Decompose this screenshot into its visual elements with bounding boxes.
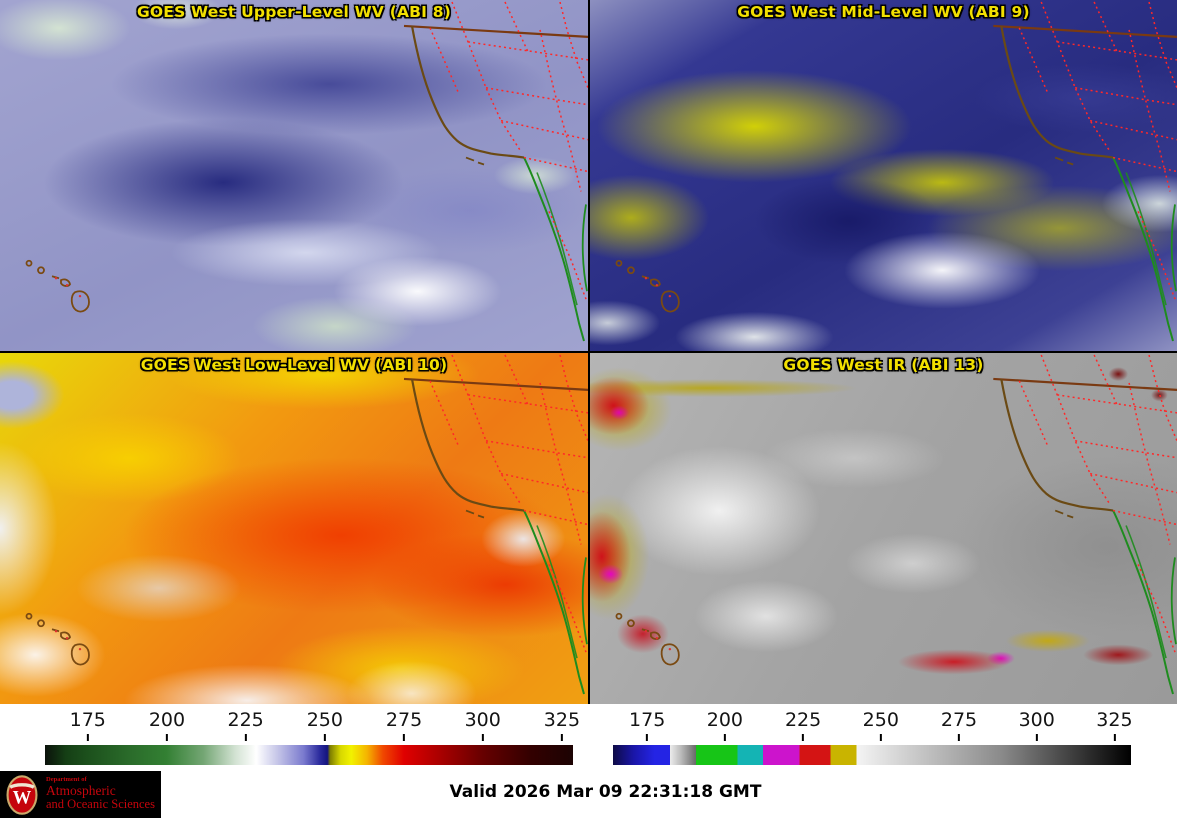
colorbar-tick: 200 <box>149 710 185 741</box>
colorbar-tick-mark <box>481 733 484 741</box>
colorbar-tick: 250 <box>307 710 343 741</box>
ir-colorbar: 175 200 225 250 275 300 325 <box>613 709 1133 766</box>
panel-upper-level-wv-abi8: GOES West Upper-Level WV (ABI 8) <box>0 0 588 351</box>
colorbar-tick-mark <box>879 733 882 741</box>
logo-dept-line: Department of <box>46 776 87 784</box>
colorbar-tick-label: 275 <box>940 709 978 731</box>
panel-low-level-wv-abi10: GOES West Low-Level WV (ABI 10) <box>0 353 588 704</box>
colorbar-tick-label: 175 <box>629 709 666 731</box>
map-overlay <box>615 0 1177 343</box>
valid-timestamp: Valid 2026 Mar 09 22:31:18 GMT <box>449 782 762 802</box>
panel-ir-abi13: GOES West IR (ABI 13) <box>590 353 1177 704</box>
colorbar-tick-label: 225 <box>784 709 822 731</box>
logo-name-line2: and Oceanic Sciences <box>46 797 155 812</box>
colorbar-tick-mark <box>1113 733 1116 741</box>
colorbar-tick: 275 <box>941 710 977 741</box>
panel-title-abi13: GOES West IR (ABI 13) <box>783 356 984 374</box>
colorbar-tick-mark <box>958 733 961 741</box>
colorbar-tick: 275 <box>386 710 422 741</box>
ir-colorbar-gradient <box>613 745 1131 765</box>
colorbar-tick-mark <box>1035 733 1038 741</box>
colorbar-tick-mark <box>244 733 247 741</box>
colorbar-tick-mark <box>86 733 89 741</box>
colorbar-tick-label: 275 <box>385 709 423 731</box>
colorbar-tick-mark <box>723 733 726 741</box>
colorbar-tick-label: 300 <box>464 709 501 731</box>
colorbar-tick-label: 325 <box>1096 709 1133 731</box>
colorbar-tick: 200 <box>707 710 743 741</box>
colorbar-tick: 175 <box>70 710 106 741</box>
map-overlay <box>615 353 1177 696</box>
colorbar-tick: 325 <box>1096 709 1133 741</box>
colorbar-tick: 225 <box>227 709 264 741</box>
colorbar-tick-mark <box>646 733 649 741</box>
colorbar-tick-mark <box>560 733 563 741</box>
panel-mid-level-wv-abi9: GOES West Mid-Level WV (ABI 9) <box>590 0 1177 351</box>
colorbar-tick: 300 <box>1019 710 1055 741</box>
colorbar-tick-row: 175 200 225 250 275 300 325 <box>613 709 1133 745</box>
panel-title-abi10: GOES West Low-Level WV (ABI 10) <box>140 356 448 374</box>
footer: W Department of Atmospheric and Oceanic … <box>0 768 1177 820</box>
panel-title-abi9: GOES West Mid-Level WV (ABI 9) <box>737 3 1030 21</box>
colorbar-tick: 325 <box>544 710 580 741</box>
colorbar-tick: 250 <box>863 710 899 741</box>
panel-grid: GOES West Upper-Level WV (ABI 8) GOES We… <box>0 0 1177 704</box>
colorbar-tick-mark <box>403 733 406 741</box>
satellite-image-ir <box>590 353 1177 704</box>
colorbar-tick-label: 200 <box>148 709 186 731</box>
satellite-image-mid-wv <box>590 0 1177 351</box>
logo-name-line1: Atmospheric <box>46 783 116 799</box>
colorbar-tick-mark <box>802 733 805 741</box>
colorbar-tick-label: 225 <box>227 709 264 731</box>
water-vapor-colorbar-gradient <box>45 745 573 765</box>
colorbar-strip: 175 200 225 250 275 300 325 175 200 225 250 275 300… <box>0 704 1177 768</box>
water-vapor-colorbar: 175 200 225 250 275 300 325 <box>45 709 580 766</box>
colorbar-tick-mark <box>165 733 168 741</box>
colorbar-tick: 300 <box>465 710 501 741</box>
colorbar-tick-label: 325 <box>543 709 581 731</box>
colorbar-tick-label: 300 <box>1018 709 1055 731</box>
colorbar-tick-label: 200 <box>706 709 744 731</box>
satellite-image-low-wv <box>0 353 588 704</box>
map-overlay <box>25 0 588 343</box>
colorbar-tick-mark <box>323 733 326 741</box>
colorbar-tick-label: 175 <box>69 709 106 731</box>
uw-crest-icon: W <box>6 774 38 815</box>
colorbar-tick: 175 <box>629 710 665 741</box>
crest-letter: W <box>13 787 32 808</box>
colorbar-tick-row: 175 200 225 250 275 300 325 <box>45 709 580 745</box>
aos-department-logo: W Department of Atmospheric and Oceanic … <box>0 771 161 818</box>
colorbar-tick-label: 250 <box>862 709 899 731</box>
colorbar-tick-label: 250 <box>306 709 343 731</box>
satellite-image-upper-wv <box>0 0 588 351</box>
panel-title-abi8: GOES West Upper-Level WV (ABI 8) <box>136 3 452 21</box>
map-overlay <box>25 353 588 696</box>
logo-text: Department of Atmospheric and Oceanic Sc… <box>46 776 155 812</box>
colorbar-tick: 225 <box>785 710 821 741</box>
